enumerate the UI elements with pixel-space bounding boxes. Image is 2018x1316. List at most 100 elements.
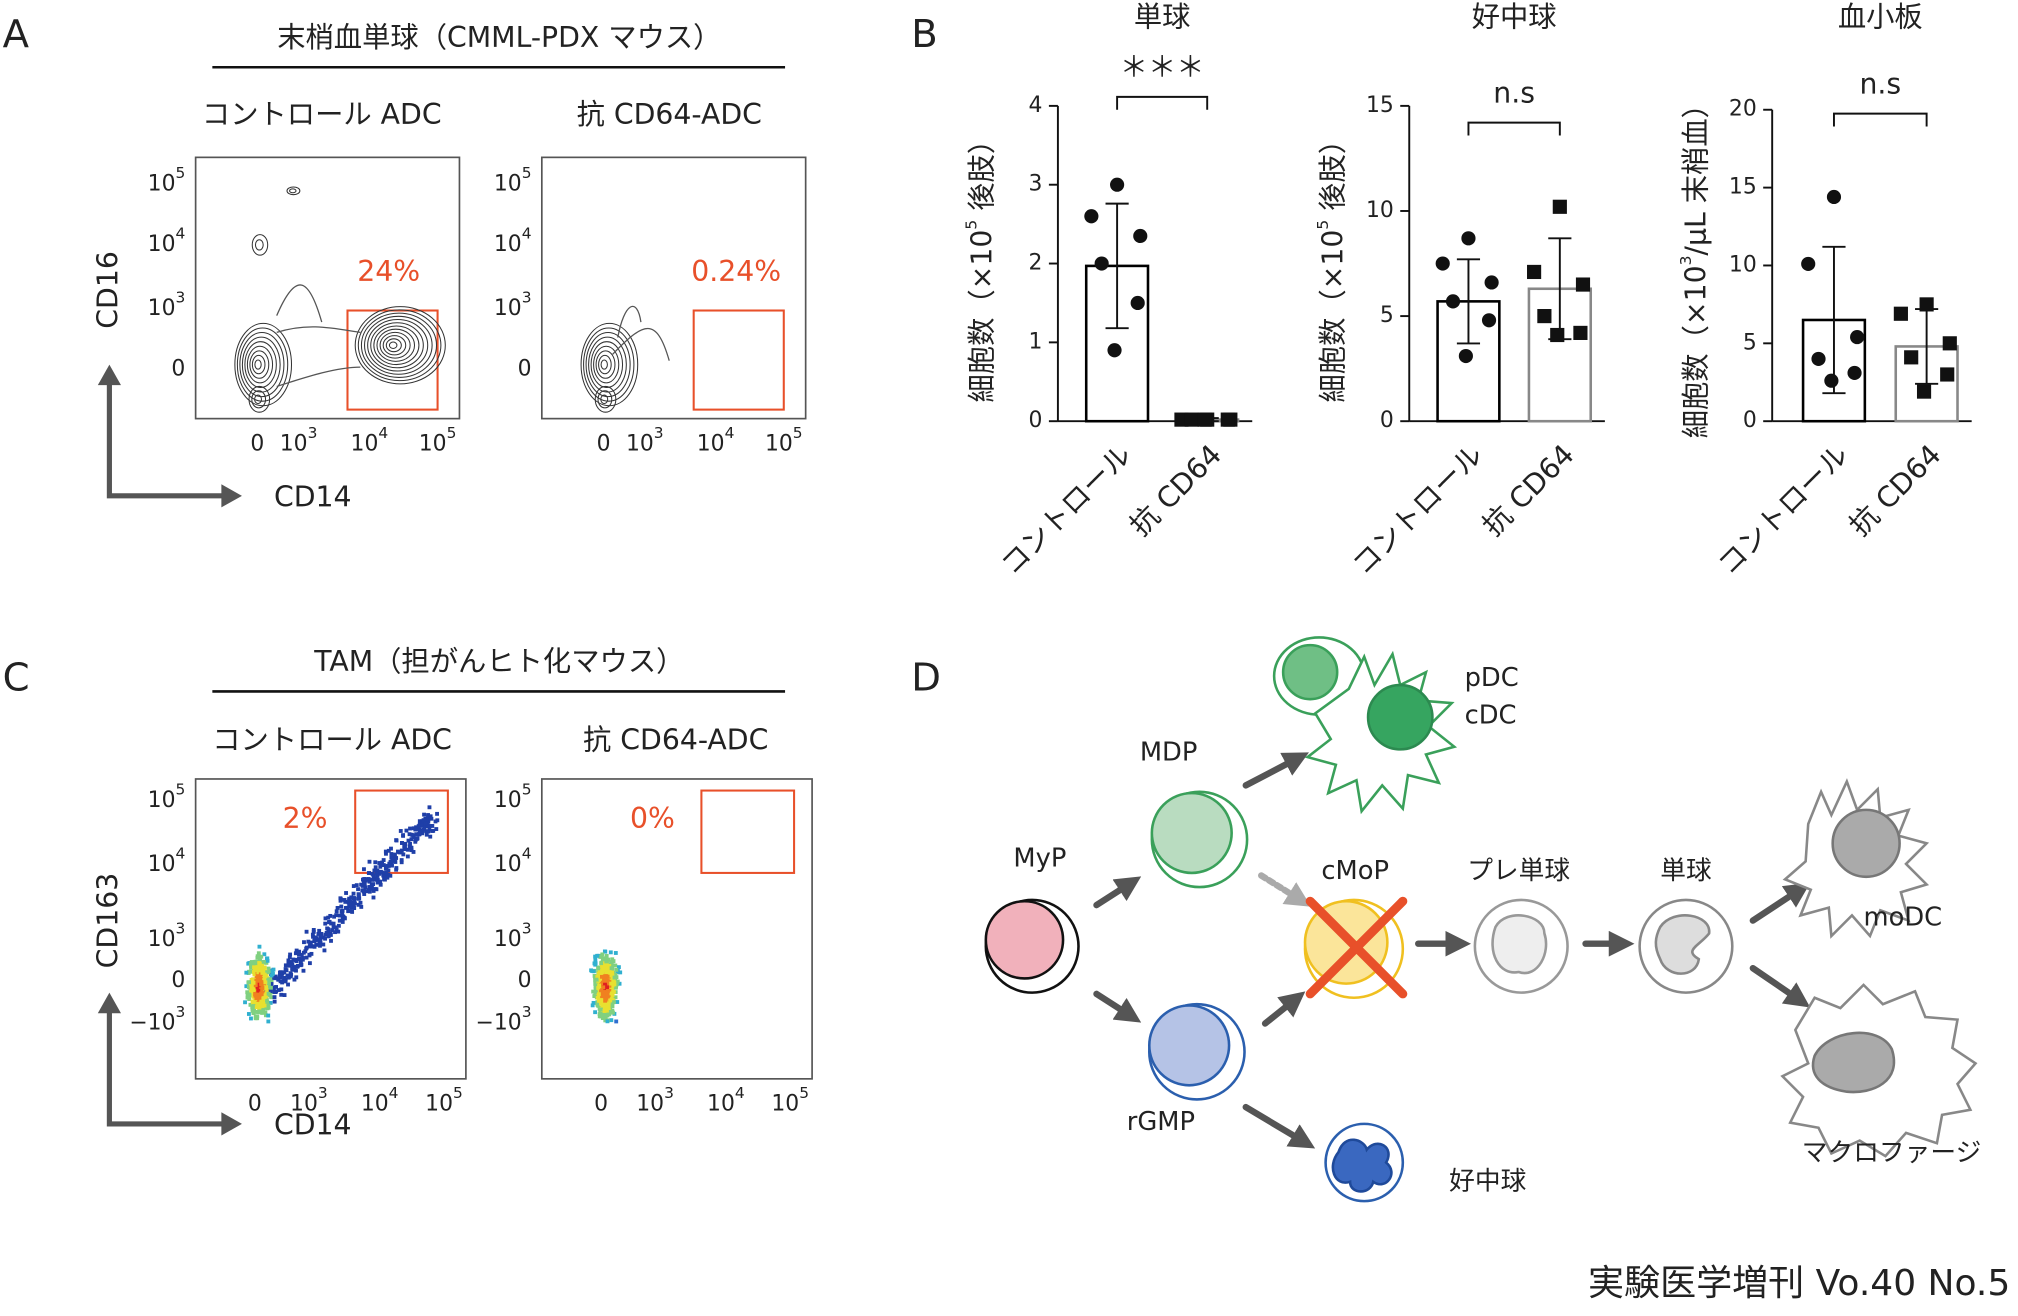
cell-dot [427,805,432,810]
contour [239,332,285,398]
point [1537,309,1552,324]
node-label: 単球 [1660,856,1712,886]
point [1575,277,1591,292]
cell-dot [603,1015,608,1020]
cell-dot [419,823,424,828]
cell-dot [602,1009,607,1013]
cell-dot [593,974,597,979]
contour [251,390,267,409]
cell-dot [263,970,268,975]
cell-dot [607,985,612,990]
point [1461,231,1476,246]
panel-label: B [911,12,937,57]
cell-dot [426,819,431,824]
cell-dot [614,1019,619,1024]
x-tick-label: 104 [361,1084,399,1117]
point [1481,313,1497,328]
cell-dot [381,858,386,862]
x-tick-label: 104 [707,1084,745,1117]
point [1130,295,1145,311]
cell-dot [605,985,610,990]
x-tick-label: 103 [290,1084,328,1117]
cell-dot [591,969,596,974]
cell-dot [399,860,404,865]
cell-dot [608,998,613,1003]
cell-dot [260,986,265,991]
cell-dot [364,889,369,894]
cell-dot [599,974,604,979]
y-tick-label: 15 [1729,175,1757,200]
cell-dot [367,879,372,884]
cell-dot [332,914,337,919]
cell-dot [282,976,287,980]
cell-dot [599,961,604,966]
cell-dot [434,827,439,831]
cell-dot [362,881,367,886]
cell-dot [596,992,601,997]
cell-dot [411,835,416,840]
cell-dot [251,999,256,1004]
cell-dot [277,974,282,979]
contour [612,305,670,361]
y-tick-label: 3 [1029,172,1043,197]
point [1458,348,1473,364]
point [1107,343,1122,358]
y-axis-label: 細胞数（×103/μL 末梢血） [1676,90,1712,438]
x-tick-label: 0 [248,1092,262,1117]
sig-bracket [1832,112,1928,127]
tick-base: 10 [494,927,522,952]
cell-dot [394,866,399,870]
cell-dot [301,968,306,973]
cell-dot [384,851,388,856]
cell-dot [422,825,427,830]
contour [354,306,446,385]
cell-dot [417,827,422,832]
cell-dot [599,964,604,969]
cell-dot [406,838,411,843]
cell-dot [596,966,601,971]
gate [354,789,449,874]
cell-dot [263,1013,268,1018]
plot-frame [540,156,807,420]
cell-dot [346,909,351,914]
cell-dot [609,960,613,964]
point [1133,228,1148,244]
tick-base: 0 [171,968,185,993]
y-label-part: 後肢） [965,126,998,220]
cell-dot [604,970,609,975]
y-tick-label: 1 [1029,329,1043,354]
tick-base: 10 [494,171,522,196]
cell-dot [265,999,270,1004]
cell-dot [414,832,419,837]
node-label: moDC [1864,902,1943,932]
cell-dot [591,1000,596,1005]
tick-base: 0 [518,968,532,993]
y-tick-label: 105 [148,780,186,813]
cell-dot [366,877,371,881]
cell-dot [605,1019,610,1024]
tick-exp: 3 [175,919,185,937]
cell-dot [601,1011,606,1016]
cell-dot [252,965,256,970]
contour [588,336,627,393]
cell-dot [393,852,397,857]
cell-dot [375,877,380,882]
point [1197,412,1212,427]
cell-dot [318,943,322,948]
cell-dot [246,1012,251,1016]
sig-label: ＊＊＊ [1120,51,1205,84]
cell-dot [246,971,251,975]
x-tick-label: 抗 CD64 [1124,438,1229,543]
cell-dot [248,1002,253,1007]
cell-dot [601,985,606,990]
cell-dot [267,977,272,982]
cell-dot [370,877,374,882]
cell-dot [334,913,339,918]
contour [598,354,612,375]
cell-dot [283,967,288,971]
cell-dot [593,1010,598,1015]
cell-dot [244,970,249,975]
cell-dot [606,972,611,977]
cell-dot [407,832,412,837]
cell-dot [388,873,393,878]
